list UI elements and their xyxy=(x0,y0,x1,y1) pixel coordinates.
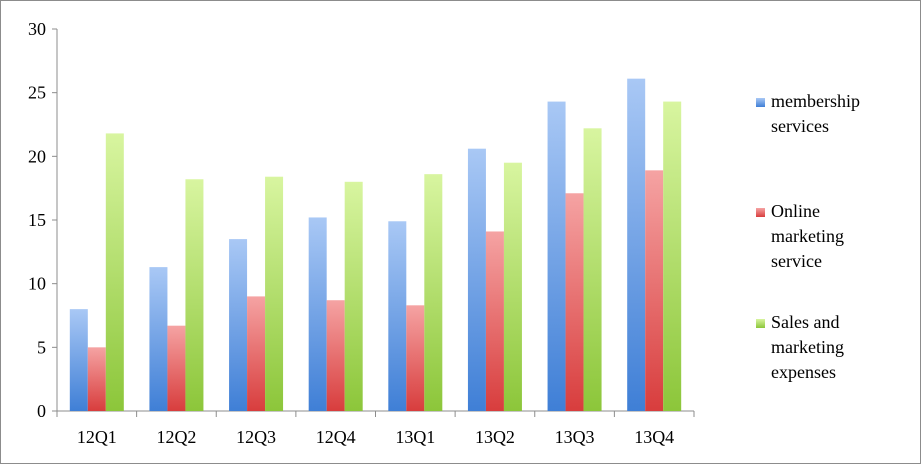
legend: membership services Online marketing service… xyxy=(756,91,860,382)
bar-membership-services xyxy=(388,221,407,411)
bar-sales-and-marketing-expenses xyxy=(583,128,602,411)
bar-membership-services xyxy=(627,78,646,411)
legend-swatch xyxy=(756,319,765,328)
x-tick-label: 13Q4 xyxy=(634,427,674,447)
legend-label: services xyxy=(771,116,829,136)
y-tick-label: 10 xyxy=(28,274,46,294)
legend-swatch xyxy=(756,98,765,107)
x-tick-label: 12Q3 xyxy=(236,427,276,447)
legend-label: Online xyxy=(771,201,820,221)
x-tick-label: 12Q2 xyxy=(156,427,196,447)
y-tick-label: 20 xyxy=(28,146,46,166)
bar-membership-services xyxy=(547,101,566,411)
legend-swatch xyxy=(756,208,765,217)
x-tick-label: 13Q3 xyxy=(555,427,595,447)
bars xyxy=(69,78,682,411)
bar-online-marketing-service xyxy=(565,193,584,411)
x-tick-label: 13Q2 xyxy=(475,427,515,447)
y-tick-label: 5 xyxy=(37,337,46,357)
bar-sales-and-marketing-expenses xyxy=(424,174,443,411)
legend-label: service xyxy=(771,251,822,271)
y-tick-label: 15 xyxy=(28,210,46,230)
legend-label: membership xyxy=(771,91,860,111)
bar-online-marketing-service xyxy=(167,325,186,411)
legend-label: expenses xyxy=(771,362,836,382)
bar-online-marketing-service xyxy=(645,170,664,411)
bar-online-marketing-service xyxy=(326,300,345,411)
bar-sales-and-marketing-expenses xyxy=(265,176,284,411)
bar-sales-and-marketing-expenses xyxy=(344,181,363,411)
y-tick-label: 0 xyxy=(37,401,46,421)
bar-online-marketing-service xyxy=(247,296,266,411)
legend-label: Sales and xyxy=(771,312,839,332)
bar-online-marketing-service xyxy=(485,231,504,411)
bar-sales-and-marketing-expenses xyxy=(185,179,204,411)
bar-online-marketing-service xyxy=(87,347,106,411)
y-tick-label: 25 xyxy=(28,83,46,103)
bar-membership-services xyxy=(229,239,248,411)
y-tick-label: 30 xyxy=(28,19,46,39)
bar-sales-and-marketing-expenses xyxy=(663,101,682,411)
bar-membership-services xyxy=(467,148,486,411)
x-tick-label: 12Q4 xyxy=(316,427,356,447)
bar-sales-and-marketing-expenses xyxy=(503,162,522,411)
bar-sales-and-marketing-expenses xyxy=(105,133,124,411)
x-tick-label: 13Q1 xyxy=(395,427,435,447)
legend-label: marketing xyxy=(771,337,844,357)
bar-membership-services xyxy=(69,309,88,411)
legend-label: marketing xyxy=(771,226,844,246)
bar-online-marketing-service xyxy=(406,305,425,411)
bar-membership-services xyxy=(308,217,327,411)
x-tick-label: 12Q1 xyxy=(77,427,117,447)
bar-membership-services xyxy=(149,267,168,411)
